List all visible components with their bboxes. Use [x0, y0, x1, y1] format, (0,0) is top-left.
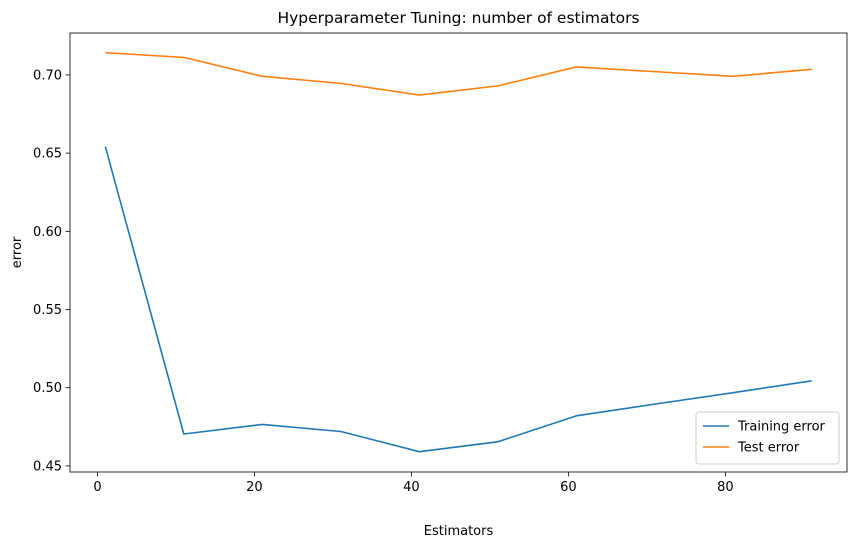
legend-label-1: Training error: [737, 420, 826, 435]
legend-box: [695, 411, 840, 465]
x-tick-label: 0: [93, 480, 101, 495]
x-axis: 0 20 40 60 80: [93, 472, 734, 495]
x-tick-label: 20: [246, 480, 263, 495]
x-tick-label: 40: [403, 480, 420, 495]
plot-area: [104, 51, 812, 453]
series-line-2: [105, 51, 812, 96]
y-tick-label: 0.65: [33, 147, 62, 162]
y-axis: 0.45 0.50 0.55 0.60 0.65 0.70: [33, 68, 70, 474]
series-line-1: [104, 146, 812, 453]
y-tick-label: 0.45: [33, 459, 62, 474]
x-tick-label: 80: [717, 480, 734, 495]
axes-frame: [69, 32, 848, 473]
y-tick-label: 0.55: [33, 303, 62, 318]
x-axis-label: Estimators: [424, 524, 494, 539]
y-tick-label: 0.50: [33, 381, 62, 396]
x-tick-label: 60: [560, 480, 577, 495]
y-tick-label: 0.60: [33, 225, 62, 240]
chart-title: Hyperparameter Tuning: number of estimat…: [277, 9, 639, 27]
legend-label-2: Test error: [737, 441, 800, 456]
legend: Training error Test error: [695, 411, 840, 465]
y-axis-label: error: [10, 236, 25, 268]
y-tick-label: 0.70: [33, 68, 62, 83]
